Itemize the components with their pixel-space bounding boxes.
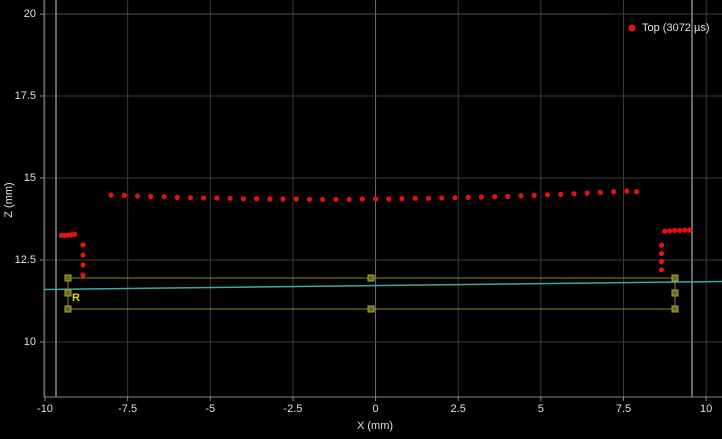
point <box>372 196 379 202</box>
point <box>320 196 326 202</box>
point <box>386 196 392 202</box>
point <box>333 196 339 202</box>
point <box>658 259 665 265</box>
y-tick-label: 15 <box>24 172 36 184</box>
point <box>72 231 78 237</box>
point <box>346 196 352 202</box>
point <box>624 188 630 194</box>
x-tick-label: -5 <box>205 403 215 415</box>
handle <box>367 274 375 282</box>
point <box>610 189 617 195</box>
x-tick-label: 10 <box>700 403 712 415</box>
point <box>267 196 273 202</box>
point <box>634 189 640 195</box>
point <box>658 250 665 257</box>
legend-label: Top (3072 µs) <box>642 22 709 34</box>
points <box>58 188 693 278</box>
handle <box>671 289 679 297</box>
point <box>214 195 220 201</box>
y-tick-label: 17.5 <box>15 90 36 102</box>
point <box>658 267 665 273</box>
point <box>478 194 484 200</box>
point <box>677 227 683 234</box>
point <box>491 194 498 200</box>
point <box>505 193 511 199</box>
point <box>174 194 180 200</box>
point <box>161 194 167 200</box>
handle <box>64 274 72 282</box>
region-label: R <box>72 292 80 304</box>
point <box>658 242 665 248</box>
point <box>80 262 86 268</box>
point <box>187 195 194 201</box>
point <box>531 192 537 198</box>
point <box>201 195 207 201</box>
point <box>667 228 673 234</box>
point <box>682 227 688 233</box>
point <box>108 192 114 198</box>
handle <box>64 305 72 313</box>
legend-marker <box>628 24 636 32</box>
x-tick-label: 5 <box>538 403 544 415</box>
point <box>280 196 286 202</box>
point <box>359 196 365 202</box>
point <box>452 195 458 201</box>
point <box>148 193 154 199</box>
y-tick-label: 10 <box>24 336 36 348</box>
handle <box>671 274 679 282</box>
y-axis-title: Z (mm) <box>3 182 15 217</box>
x-tick-label: -2.5 <box>283 403 302 415</box>
point <box>662 228 668 234</box>
point <box>399 196 405 202</box>
region-overlay: R <box>43 274 722 313</box>
point <box>687 227 693 233</box>
point <box>672 227 678 234</box>
point <box>80 272 86 278</box>
point <box>571 191 577 197</box>
point <box>121 192 127 198</box>
point <box>544 192 551 198</box>
x-tick-label: 2.5 <box>451 403 466 415</box>
x-tick-label: 7.5 <box>616 403 631 415</box>
point <box>240 196 246 202</box>
point <box>80 242 86 248</box>
point <box>227 195 233 201</box>
x-axis-title: X (mm) <box>357 420 393 432</box>
point <box>80 252 86 258</box>
point <box>306 196 313 202</box>
point <box>597 189 603 196</box>
point <box>293 196 299 202</box>
point <box>253 196 260 202</box>
point <box>584 190 590 196</box>
point <box>439 195 445 201</box>
legend: Top (3072 µs) <box>628 22 709 34</box>
handle <box>64 289 72 297</box>
handle <box>671 305 679 313</box>
point <box>558 191 564 198</box>
y-tick-label: 20 <box>24 8 36 20</box>
point <box>465 194 471 200</box>
point <box>425 195 432 201</box>
x-tick-label: -7.5 <box>118 403 137 415</box>
fit-line <box>43 280 722 291</box>
point <box>134 193 141 199</box>
x-tick-label: -10 <box>37 403 53 415</box>
y-tick-label: 12.5 <box>15 254 36 266</box>
region-handles <box>64 274 679 313</box>
handle <box>367 305 375 313</box>
x-tick-label: 0 <box>372 403 378 415</box>
point <box>518 193 524 199</box>
point <box>412 195 418 201</box>
